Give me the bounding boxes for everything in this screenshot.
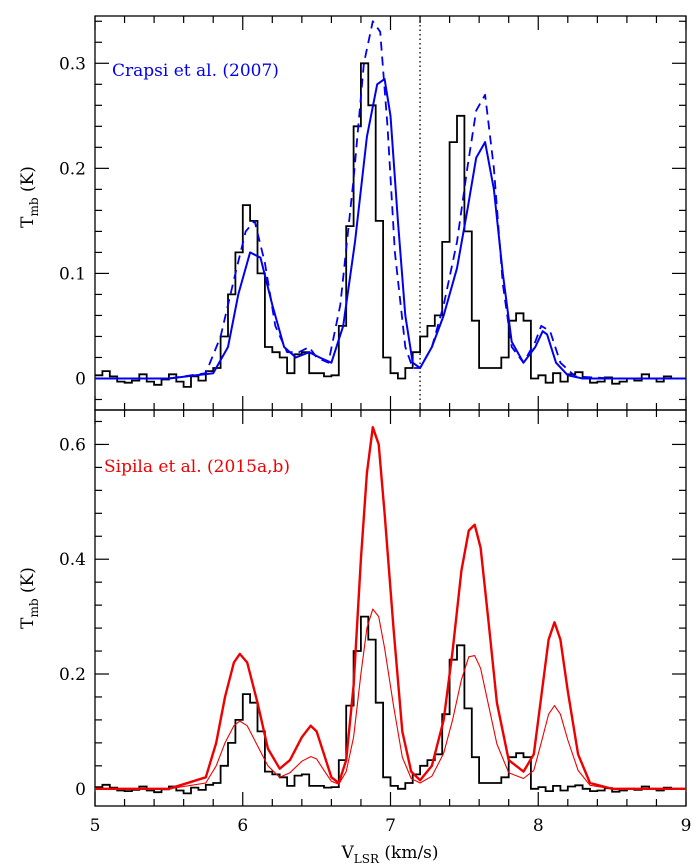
top-y-tick-label: 0.1 — [59, 264, 86, 284]
top-model-dashed-curve — [95, 20, 686, 380]
x-tick-label: 8 — [533, 816, 544, 836]
x-axis-title: VLSR (km/s) — [340, 843, 438, 866]
bottom-y-tick-label: 0.6 — [59, 435, 86, 455]
bottom-y-tick-label: 0.4 — [59, 550, 86, 570]
top-panel-title: Crapsi et al. (2007) — [112, 61, 279, 81]
x-tick-label: 6 — [237, 816, 248, 836]
bottom-panel: 0 0.2 0.4 0.6 5 6 7 8 9 — [59, 409, 692, 836]
x-tick-label: 9 — [681, 816, 692, 836]
x-tick-label: 7 — [385, 816, 396, 836]
top-y-axis-title: Tmb (K) — [18, 166, 41, 228]
x-tick-label: 5 — [90, 816, 101, 836]
bottom-y-axis-title: Tmb (K) — [18, 567, 41, 629]
top-y-tick-label: 0 — [75, 369, 86, 389]
bottom-observed-spectrum — [95, 615, 686, 795]
bottom-model-thin-curve — [95, 608, 686, 790]
bottom-model-thick-curve — [95, 426, 686, 790]
bottom-y-tick-label: 0.2 — [59, 665, 86, 685]
bottom-y-tick-label: 0 — [75, 780, 86, 800]
bottom-panel-title: Sipila et al. (2015a,b) — [104, 457, 290, 477]
top-y-tick-label: 0.2 — [59, 159, 86, 179]
top-y-tick-label: 0.3 — [59, 54, 86, 74]
top-model-solid-curve — [95, 78, 686, 380]
